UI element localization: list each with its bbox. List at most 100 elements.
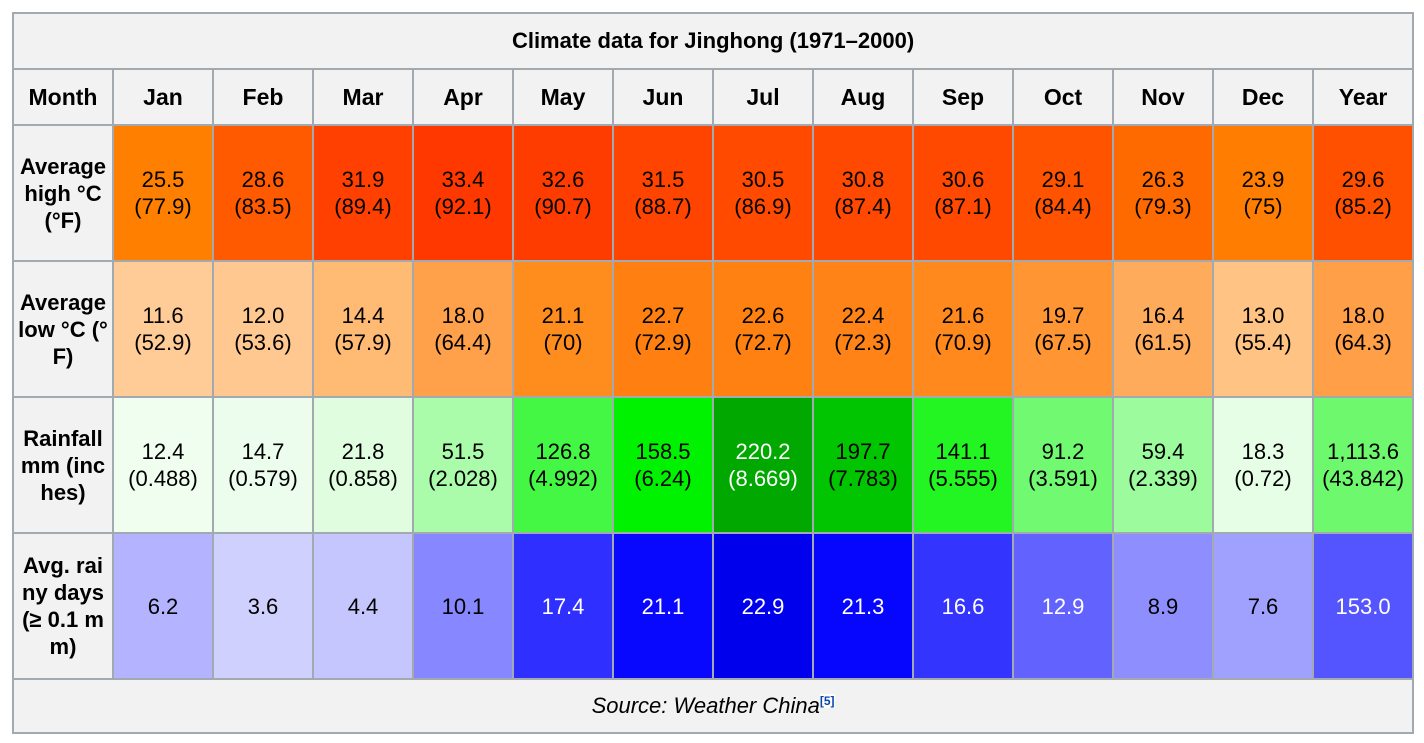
cell-value: 18.3 xyxy=(1241,439,1285,464)
cell-value: 23.9 xyxy=(1241,167,1285,192)
cell-value: 21.6 xyxy=(941,303,985,328)
cell-value: 12.9 xyxy=(1041,593,1085,619)
cell-value: 29.1 xyxy=(1041,167,1085,192)
cell-value: 12.4 xyxy=(141,439,185,464)
table-caption: Climate data for Jinghong (1971–2000) xyxy=(11,12,1415,70)
data-cell: 158.5 (6.24) xyxy=(612,396,714,534)
table-row: Average high °C (°F) 25.5 (77.9) 28.6 (83.5)… xyxy=(12,124,1415,262)
cell-secondary-value: (6.24) xyxy=(634,466,692,491)
cell-secondary-value: (87.1) xyxy=(934,194,992,219)
cell-secondary-value: (43.842) xyxy=(1322,466,1405,491)
data-cell: 12.4 (0.488) xyxy=(112,396,214,534)
cell-secondary-value: (57.9) xyxy=(334,330,392,355)
row-header: Avg. rainy days (≥ 0.1 mm) xyxy=(12,532,114,680)
data-cell: 141.1 (5.555) xyxy=(912,396,1014,534)
row-header: Average low °C (°F) xyxy=(12,260,114,398)
month-header-cell: Dec xyxy=(1212,68,1314,126)
month-header-cell: Nov xyxy=(1112,68,1214,126)
cell-value: 197.7 xyxy=(835,439,891,464)
cell-value: 32.6 xyxy=(541,167,585,192)
month-header-cell: Sep xyxy=(912,68,1014,126)
data-cell: 21.3 xyxy=(812,532,914,680)
data-cell: 21.8 (0.858) xyxy=(312,396,414,534)
cell-value: 126.8 xyxy=(535,439,591,464)
data-cell: 8.9 xyxy=(1112,532,1214,680)
cell-value: 220.2 xyxy=(735,439,791,464)
cell-secondary-value: (83.5) xyxy=(234,194,292,219)
month-header-cell: Aug xyxy=(812,68,914,126)
data-cell: 21.1 (70) xyxy=(512,260,614,398)
month-header-cell: May xyxy=(512,68,614,126)
cell-value: 31.9 xyxy=(341,167,385,192)
data-cell: 1,113.6 (43.842) xyxy=(1311,396,1415,534)
cell-secondary-value: (0.72) xyxy=(1234,466,1292,491)
row-header: Average high °C (°F) xyxy=(12,124,114,262)
cell-secondary-value: (72.9) xyxy=(634,330,692,355)
data-cell: 3.6 xyxy=(212,532,314,680)
cell-secondary-value: (84.4) xyxy=(1034,194,1092,219)
cell-value: 22.7 xyxy=(641,303,685,328)
reference-link[interactable]: [5] xyxy=(819,693,835,708)
cell-secondary-value: (67.5) xyxy=(1034,330,1092,355)
data-cell: 18.3 (0.72) xyxy=(1212,396,1314,534)
data-cell: 14.4 (57.9) xyxy=(312,260,414,398)
data-cell: 22.9 xyxy=(712,532,814,680)
cell-value: 16.4 xyxy=(1141,303,1185,328)
month-header-cell: Oct xyxy=(1012,68,1114,126)
cell-secondary-value: (70.9) xyxy=(934,330,992,355)
data-cell: 31.5 (88.7) xyxy=(612,124,714,262)
header-row: Month Jan Feb Mar Apr May Jun Jul Aug Sep Oct Nov D… xyxy=(12,68,1415,126)
cell-value: 8.9 xyxy=(1147,593,1179,619)
cell-value: 18.0 xyxy=(1341,303,1385,328)
month-header-cell: Jun xyxy=(612,68,714,126)
data-cell: 18.0 (64.4) xyxy=(412,260,514,398)
cell-secondary-value: (64.4) xyxy=(434,330,492,355)
cell-secondary-value: (88.7) xyxy=(634,194,692,219)
cell-secondary-value: (52.9) xyxy=(134,330,192,355)
cell-value: 26.3 xyxy=(1141,167,1185,192)
data-cell: 32.6 (90.7) xyxy=(512,124,614,262)
data-cell: 17.4 xyxy=(512,532,614,680)
cell-value: 11.6 xyxy=(142,303,184,328)
data-cell: 29.6 (85.2) xyxy=(1311,124,1415,262)
data-cell: 33.4 (92.1) xyxy=(412,124,514,262)
cell-value: 30.8 xyxy=(841,167,885,192)
cell-secondary-value: (5.555) xyxy=(928,466,998,491)
cell-value: 29.6 xyxy=(1341,167,1385,192)
data-cell: 23.9 (75) xyxy=(1212,124,1314,262)
cell-value: 30.6 xyxy=(941,167,985,192)
data-cell: 26.3 (79.3) xyxy=(1112,124,1214,262)
cell-value: 16.6 xyxy=(941,593,985,619)
data-cell: 22.7 (72.9) xyxy=(612,260,714,398)
data-cell: 6.2 xyxy=(112,532,214,680)
data-cell: 14.7 (0.579) xyxy=(212,396,314,534)
climate-table: Climate data for Jinghong (1971–2000) Mo… xyxy=(11,12,1415,734)
cell-value: 22.9 xyxy=(741,593,785,619)
cell-secondary-value: (0.858) xyxy=(328,466,398,491)
data-cell: 51.5 (2.028) xyxy=(412,396,514,534)
data-cell: 25.5 (77.9) xyxy=(112,124,214,262)
data-cell: 13.0 (55.4) xyxy=(1212,260,1314,398)
cell-value: 21.1 xyxy=(541,303,585,328)
cell-secondary-value: (87.4) xyxy=(834,194,892,219)
data-cell: 19.7 (67.5) xyxy=(1012,260,1114,398)
month-header-cell: Jul xyxy=(712,68,814,126)
data-cell: 11.6 (52.9) xyxy=(112,260,214,398)
cell-secondary-value: (2.339) xyxy=(1128,466,1198,491)
cell-value: 14.7 xyxy=(241,439,285,464)
cell-value: 4.4 xyxy=(347,593,379,619)
data-cell: 4.4 xyxy=(312,532,414,680)
cell-secondary-value: (79.3) xyxy=(1134,194,1192,219)
cell-secondary-value: (0.579) xyxy=(228,466,298,491)
cell-value: 21.1 xyxy=(641,593,685,619)
month-header: Month xyxy=(12,68,114,126)
cell-secondary-value: (4.992) xyxy=(528,466,598,491)
cell-secondary-value: (75) xyxy=(1243,194,1283,219)
data-cell: 29.1 (84.4) xyxy=(1012,124,1114,262)
cell-value: 13.0 xyxy=(1241,303,1285,328)
cell-value: 22.6 xyxy=(741,303,785,328)
cell-secondary-value: (61.5) xyxy=(1134,330,1192,355)
cell-secondary-value: (72.7) xyxy=(734,330,792,355)
cell-value: 12.0 xyxy=(241,303,285,328)
cell-value: 91.2 xyxy=(1041,439,1085,464)
